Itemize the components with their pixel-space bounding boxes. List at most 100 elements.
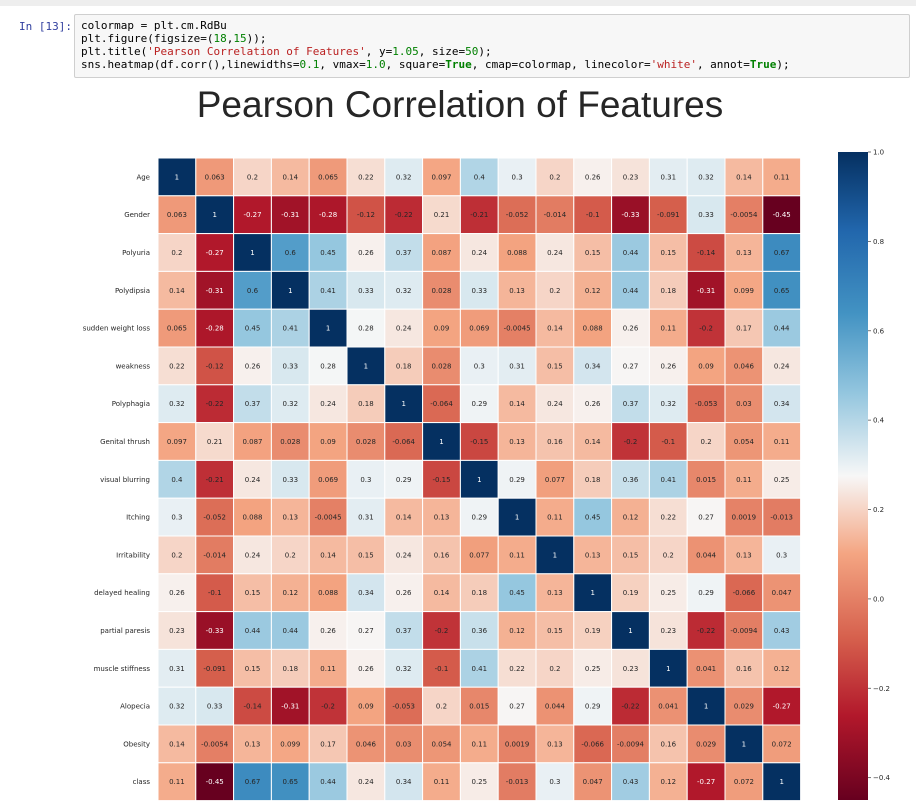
heatmap-cell bbox=[611, 384, 650, 424]
heatmap-cell bbox=[611, 686, 650, 726]
heatmap-cell-annotation: 0.11 bbox=[509, 551, 525, 559]
y-tick-label: weakness bbox=[116, 362, 151, 370]
heatmap-cell-annotation: -0.15 bbox=[432, 476, 450, 484]
heatmap-cell-annotation: 0.37 bbox=[396, 627, 412, 635]
heatmap-cell bbox=[762, 459, 802, 499]
heatmap-cell-annotation: 0.14 bbox=[509, 400, 525, 408]
heatmap-cell bbox=[308, 157, 348, 197]
heatmap-cell bbox=[422, 270, 461, 310]
heatmap-cell-annotation: 0.063 bbox=[205, 173, 225, 181]
heatmap-cell bbox=[346, 459, 386, 499]
heatmap-cell-annotation: -0.091 bbox=[203, 665, 226, 673]
heatmap-cell-annotation: 0.29 bbox=[698, 589, 714, 597]
heatmap-cell-annotation: 0.029 bbox=[696, 740, 716, 748]
code-cell-input[interactable]: colormap = plt.cm.RdBu plt.figure(figsize… bbox=[74, 14, 910, 78]
heatmap-cell bbox=[762, 233, 802, 272]
heatmap-cell bbox=[346, 157, 386, 197]
heatmap-cell bbox=[497, 346, 537, 386]
heatmap-cell-annotation: 0.065 bbox=[318, 173, 338, 181]
heatmap-cell-annotation: -0.21 bbox=[206, 476, 224, 484]
heatmap-cell bbox=[535, 157, 575, 197]
heatmap-cell-annotation: 0.22 bbox=[661, 514, 677, 522]
heatmap-cell-annotation: 0.65 bbox=[283, 778, 299, 786]
colorbar-tick-label: 0.2 bbox=[873, 506, 884, 514]
heatmap-cell-annotation: 0.11 bbox=[774, 438, 790, 446]
heatmap-cell-annotation: 0.3 bbox=[360, 476, 371, 484]
heatmap-cell bbox=[686, 724, 726, 764]
heatmap-cell bbox=[724, 573, 764, 613]
heatmap-cell bbox=[762, 648, 802, 688]
heatmap-cell-annotation: 0.44 bbox=[245, 627, 261, 635]
heatmap-cell-annotation: 1 bbox=[553, 551, 557, 559]
heatmap-cell-annotation: 0.15 bbox=[547, 627, 563, 635]
heatmap-cell bbox=[308, 233, 348, 272]
heatmap-cell-annotation: 0.37 bbox=[245, 400, 261, 408]
heatmap-cell-annotation: 0.11 bbox=[774, 173, 790, 181]
heatmap-cell-annotation: 0.072 bbox=[772, 740, 792, 748]
y-tick-label: Polyphagia bbox=[112, 400, 150, 408]
heatmap-cell-annotation: 0.22 bbox=[169, 362, 185, 370]
heatmap-cell bbox=[157, 686, 197, 726]
heatmap-cell bbox=[270, 724, 310, 764]
heatmap-cell-annotation: 0.2 bbox=[701, 438, 712, 446]
heatmap-cell-annotation: 0.32 bbox=[169, 400, 185, 408]
code-token: )); bbox=[246, 32, 267, 45]
heatmap-cell-annotation: -0.064 bbox=[392, 438, 415, 446]
heatmap-cell-annotation: 0.32 bbox=[169, 703, 185, 711]
heatmap-cell-annotation: 0.24 bbox=[396, 551, 412, 559]
code-token: True bbox=[445, 58, 472, 71]
heatmap-cell-annotation: -0.052 bbox=[203, 514, 226, 522]
heatmap-cell bbox=[762, 762, 802, 802]
heatmap-cell bbox=[346, 233, 386, 272]
heatmap-cell-annotation: 0.14 bbox=[736, 173, 752, 181]
heatmap-cell-annotation: 0.088 bbox=[507, 249, 527, 257]
heatmap-cell bbox=[762, 308, 802, 348]
heatmap-cell bbox=[459, 157, 499, 197]
heatmap-cell-annotation: 0.14 bbox=[169, 287, 185, 295]
heatmap-cell-annotation: -0.013 bbox=[770, 514, 793, 522]
heatmap-cell-annotation: 0.28 bbox=[320, 362, 336, 370]
heatmap-cell-annotation: 0.2 bbox=[549, 665, 560, 673]
heatmap-cell-annotation: 0.088 bbox=[242, 514, 262, 522]
heatmap-cell-annotation: 0.12 bbox=[774, 665, 790, 673]
heatmap-cell-annotation: 0.099 bbox=[734, 287, 754, 295]
heatmap-cell-annotation: 0.11 bbox=[434, 778, 450, 786]
heatmap-cell bbox=[157, 422, 197, 461]
heatmap-cell bbox=[422, 724, 461, 764]
heatmap-cell bbox=[497, 497, 537, 537]
heatmap-cell-annotation: 0.24 bbox=[547, 400, 563, 408]
heatmap-cell bbox=[233, 157, 272, 197]
heatmap-cell-annotation: 0.09 bbox=[320, 438, 336, 446]
heatmap-cell-annotation: 0.077 bbox=[469, 551, 489, 559]
heatmap-cell-annotation: 1 bbox=[477, 476, 481, 484]
code-line: sns.heatmap(df.corr(),linewidths=0.1, vm… bbox=[81, 58, 903, 71]
chart-title: Pearson Correlation of Features bbox=[196, 84, 724, 125]
heatmap-cell-annotation: 0.33 bbox=[698, 211, 714, 219]
code-token: True bbox=[749, 58, 777, 71]
heatmap-cell-annotation: -0.052 bbox=[506, 211, 529, 219]
heatmap-cell-annotation: 0.65 bbox=[774, 287, 790, 295]
heatmap-cell bbox=[611, 157, 650, 197]
heatmap-cell bbox=[384, 195, 424, 235]
heatmap-cell-annotation: -0.27 bbox=[243, 211, 261, 219]
heatmap-cell bbox=[308, 270, 348, 310]
heatmap-cell-annotation: 0.087 bbox=[431, 249, 451, 257]
heatmap-cell-annotation: 0.2 bbox=[549, 287, 560, 295]
y-tick-label: Age bbox=[136, 173, 150, 181]
heatmap-cell-annotation: 0.32 bbox=[283, 400, 299, 408]
heatmap-cell bbox=[497, 157, 537, 197]
heatmap-cell bbox=[611, 497, 650, 537]
heatmap-cell bbox=[157, 270, 197, 310]
heatmap-cell-annotation: 0.32 bbox=[396, 173, 412, 181]
heatmap-cell bbox=[573, 535, 613, 575]
heatmap-cell bbox=[270, 308, 310, 348]
code-token: , y= bbox=[365, 45, 393, 58]
code-token: 1.0 bbox=[365, 58, 386, 71]
heatmap-cell bbox=[535, 459, 575, 499]
heatmap-cell bbox=[573, 686, 613, 726]
heatmap-cell bbox=[459, 648, 499, 688]
heatmap-cell bbox=[346, 686, 386, 726]
code-token: 0.1 bbox=[299, 58, 320, 71]
heatmap-cell bbox=[724, 724, 764, 764]
heatmap-cell bbox=[724, 157, 764, 197]
